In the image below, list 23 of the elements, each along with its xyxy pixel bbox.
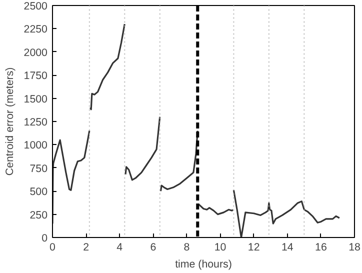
x-tick-label: 0 (50, 242, 56, 254)
x-tick-label: 18 (348, 242, 360, 254)
y-tick-label: 500 (30, 186, 48, 198)
x-tick-label: 8 (184, 242, 190, 254)
x-tick-label: 6 (150, 242, 156, 254)
y-tick-label: 2000 (24, 46, 48, 59)
y-tick-label: 2500 (24, 0, 48, 12)
x-tick-label: 12 (248, 242, 260, 254)
y-tick-label: 750 (30, 162, 48, 175)
x-tick-label: 10 (214, 242, 226, 254)
y-tick-label: 1750 (24, 70, 48, 82)
y-tick-label: 1000 (24, 140, 48, 152)
y-tick-label: 250 (30, 209, 48, 222)
x-axis-title: time (hours) (175, 258, 232, 270)
x-tick-label: 16 (315, 242, 327, 254)
y-tick-label: 1250 (24, 116, 48, 128)
x-tick-label: 2 (83, 242, 90, 254)
y-tick-label: 1500 (24, 93, 48, 106)
y-tick-label: 0 (42, 232, 48, 244)
y-axis-title: Centroid error (meters) (4, 67, 16, 176)
x-tick-label: 14 (281, 242, 294, 254)
x-tick-label: 4 (116, 242, 123, 254)
y-tick-label: 2250 (24, 24, 48, 36)
